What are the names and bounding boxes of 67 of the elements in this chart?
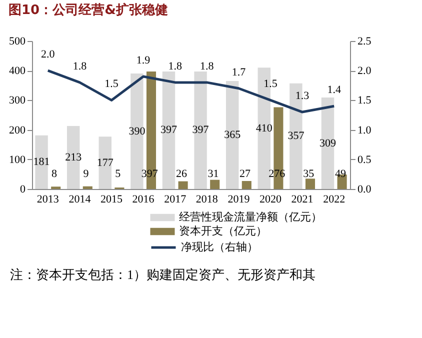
x-tick-label: 2022 xyxy=(323,194,346,206)
data-label: 397 xyxy=(192,124,210,136)
data-label: 1.8 xyxy=(168,60,182,72)
bar xyxy=(226,80,239,189)
data-label: 1.8 xyxy=(200,60,214,72)
data-label: 27 xyxy=(240,168,252,180)
data-label: 1.4 xyxy=(327,84,342,96)
y2-tick-label: 2.0 xyxy=(358,65,372,78)
bar xyxy=(305,178,316,189)
y-tick-label: 200 xyxy=(9,124,26,136)
y2-tick-label: 1.5 xyxy=(358,94,372,107)
x-tick-label: 2021 xyxy=(291,194,314,206)
y-tick-label: 0 xyxy=(20,184,26,196)
data-label: 213 xyxy=(65,151,82,164)
data-label: 309 xyxy=(319,137,336,150)
data-label: 177 xyxy=(96,156,114,169)
data-label: 1.3 xyxy=(295,90,310,102)
bar xyxy=(321,98,334,189)
data-label: 5 xyxy=(115,168,122,180)
data-label: 397 xyxy=(160,124,178,136)
data-label: 1.8 xyxy=(72,60,88,72)
y2-tick-label: 0.5 xyxy=(358,154,372,166)
data-label: 31 xyxy=(208,168,219,180)
data-label: 26 xyxy=(176,168,188,180)
bar xyxy=(162,71,176,189)
data-label: 410 xyxy=(256,122,273,134)
data-label: 35 xyxy=(303,168,315,180)
x-tick-label: 2018 xyxy=(196,194,218,206)
x-tick-label: 2015 xyxy=(100,194,123,206)
y2-tick-label: 2.5 xyxy=(358,36,372,48)
y2-tick-label: 1.0 xyxy=(358,124,372,136)
bar xyxy=(130,74,144,189)
x-tick-label: 2013 xyxy=(36,194,60,206)
x-tick-label: 2019 xyxy=(228,194,250,206)
y-tick-label: 100 xyxy=(9,154,26,166)
x-tick-label: 2017 xyxy=(164,194,187,206)
bar xyxy=(35,135,48,189)
data-label: 1.7 xyxy=(232,66,246,78)
data-label: 9 xyxy=(83,168,90,180)
data-label: 1.5 xyxy=(264,78,278,90)
data-label: 2.0 xyxy=(41,48,56,61)
data-label: 181 xyxy=(33,156,50,168)
data-label: 1.9 xyxy=(136,54,151,67)
bar xyxy=(98,136,112,189)
data-label: 1.5 xyxy=(104,78,119,90)
chart-title: 图10：公司经营&扩张稳健 xyxy=(8,2,168,18)
data-label: 8 xyxy=(52,168,58,180)
y2-tick-label: 0.0 xyxy=(358,184,372,196)
bar xyxy=(82,186,92,189)
bar xyxy=(194,71,207,189)
bar xyxy=(210,180,220,189)
y-tick-label: 300 xyxy=(9,94,26,107)
y-tick-label: 500 xyxy=(9,36,26,48)
legend-label: 资本开支（亿元） xyxy=(179,224,267,238)
data-label: 357 xyxy=(288,130,305,142)
bar xyxy=(242,181,252,189)
bar xyxy=(66,126,80,189)
legend-label: 经营性现金流量净额（亿元） xyxy=(179,210,322,224)
y-tick-label: 400 xyxy=(9,65,26,78)
x-tick-label: 2014 xyxy=(68,194,92,206)
legend-label: 净现比（右轴） xyxy=(181,240,258,254)
data-label: 390 xyxy=(128,125,146,138)
x-tick-label: 2020 xyxy=(260,194,282,206)
x-tick-label: 2016 xyxy=(132,194,155,206)
text: 注：资本开支包括：1）购建固定资产、无形资产和其 xyxy=(10,267,316,282)
bar xyxy=(178,181,188,189)
data-label: 365 xyxy=(224,128,242,141)
